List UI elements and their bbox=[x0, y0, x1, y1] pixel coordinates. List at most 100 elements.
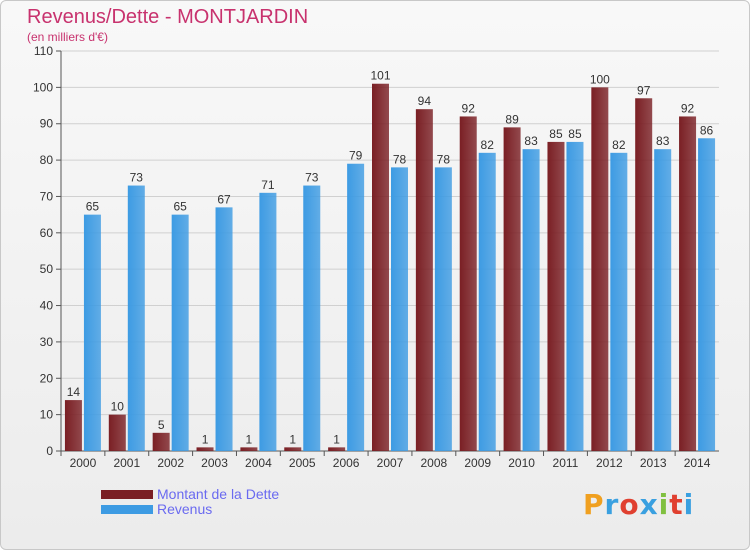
logo-letter: t bbox=[669, 488, 684, 521]
y-tick-label: 30 bbox=[40, 335, 54, 349]
y-tick-label: 40 bbox=[40, 299, 54, 313]
logo-letter: r bbox=[604, 488, 620, 521]
logo-letter: i bbox=[658, 488, 670, 521]
bar-debt bbox=[108, 414, 126, 451]
logo-letter: o bbox=[619, 488, 640, 521]
bar-debt bbox=[284, 447, 302, 451]
y-tick-label: 20 bbox=[40, 371, 54, 385]
data-label: 65 bbox=[173, 200, 187, 214]
bar-revenue bbox=[522, 149, 540, 451]
bar-debt bbox=[372, 83, 389, 452]
legend-label-revenue: Revenus bbox=[157, 501, 213, 517]
bar-debt bbox=[196, 447, 214, 451]
bar-revenue bbox=[127, 185, 145, 451]
data-label: 71 bbox=[261, 178, 275, 192]
data-label: 92 bbox=[462, 101, 476, 115]
data-label: 94 bbox=[418, 94, 432, 108]
bar-revenue bbox=[215, 207, 233, 451]
data-label: 65 bbox=[86, 200, 100, 214]
bar-debt bbox=[240, 447, 258, 451]
x-tick-label: 2014 bbox=[684, 456, 711, 470]
data-label: 1 bbox=[333, 432, 340, 446]
data-label: 100 bbox=[590, 72, 610, 86]
legend-label-debt: Montant de la Dette bbox=[157, 486, 280, 502]
bar-debt bbox=[679, 116, 697, 452]
data-label: 89 bbox=[505, 112, 519, 126]
y-tick-label: 10 bbox=[40, 408, 54, 422]
x-tick-label: 2000 bbox=[70, 456, 97, 470]
y-tick-label: 90 bbox=[40, 117, 54, 131]
data-label: 97 bbox=[637, 83, 651, 97]
data-label: 92 bbox=[681, 101, 695, 115]
logo-letter: P bbox=[583, 488, 605, 521]
x-tick-label: 2013 bbox=[640, 456, 667, 470]
data-label: 10 bbox=[111, 400, 125, 414]
data-label: 78 bbox=[393, 152, 407, 166]
data-label: 1 bbox=[246, 432, 253, 446]
y-tick-label: 70 bbox=[40, 189, 54, 203]
bar-revenue bbox=[566, 141, 584, 451]
legend-swatch-debt bbox=[101, 490, 153, 499]
x-tick-label: 2009 bbox=[464, 456, 491, 470]
bar-revenue bbox=[654, 149, 672, 451]
logo-letter: i bbox=[683, 488, 695, 521]
x-tick-label: 2012 bbox=[596, 456, 623, 470]
data-label: 83 bbox=[656, 134, 670, 148]
bar-debt bbox=[459, 116, 477, 452]
x-tick-label: 2003 bbox=[201, 456, 228, 470]
data-label: 14 bbox=[67, 385, 81, 399]
data-label: 67 bbox=[217, 192, 231, 206]
data-label: 1 bbox=[202, 432, 209, 446]
y-tick-label: 110 bbox=[34, 44, 53, 58]
bar-revenue bbox=[347, 163, 365, 451]
bar-debt bbox=[328, 447, 346, 451]
x-tick-label: 2005 bbox=[289, 456, 316, 470]
bar-revenue bbox=[698, 138, 716, 452]
data-label: 73 bbox=[130, 171, 144, 185]
bar-debt bbox=[591, 87, 609, 451]
y-tick-label: 50 bbox=[40, 262, 54, 276]
chart-title: Revenus/Dette - MONTJARDIN bbox=[27, 6, 309, 28]
logo-letter: x bbox=[639, 488, 659, 521]
data-label: 1 bbox=[289, 432, 296, 446]
y-tick-label: 0 bbox=[46, 444, 53, 458]
bar-debt bbox=[547, 141, 565, 451]
bar-revenue bbox=[303, 185, 321, 451]
proxiti-logo: Proxiti bbox=[583, 488, 694, 521]
bar-revenue bbox=[259, 192, 277, 451]
bar-revenue bbox=[478, 152, 496, 451]
x-tick-label: 2006 bbox=[333, 456, 360, 470]
bar-revenue bbox=[610, 152, 628, 451]
data-label: 78 bbox=[437, 152, 451, 166]
legend-swatch-revenue bbox=[101, 505, 153, 514]
bar-revenue bbox=[391, 167, 408, 451]
bar-debt bbox=[64, 400, 82, 451]
data-label: 73 bbox=[305, 171, 319, 185]
bar-debt bbox=[152, 432, 170, 451]
bar-revenue bbox=[434, 167, 452, 451]
data-label: 86 bbox=[700, 123, 714, 137]
x-tick-label: 2011 bbox=[553, 456, 579, 470]
x-tick-label: 2001 bbox=[113, 456, 140, 470]
bar-debt bbox=[415, 109, 433, 451]
y-tick-label: 80 bbox=[40, 153, 54, 167]
data-label: 5 bbox=[158, 418, 165, 432]
y-tick-label: 100 bbox=[33, 80, 53, 94]
data-label: 101 bbox=[370, 69, 390, 83]
bar-debt bbox=[503, 127, 521, 451]
bar-revenue bbox=[83, 214, 101, 451]
bar-revenue bbox=[171, 214, 189, 451]
x-tick-label: 2008 bbox=[421, 456, 448, 470]
data-label: 85 bbox=[549, 127, 563, 141]
data-label: 82 bbox=[612, 138, 626, 152]
data-label: 79 bbox=[349, 149, 363, 163]
data-label: 82 bbox=[481, 138, 495, 152]
data-label: 85 bbox=[568, 127, 582, 141]
x-tick-label: 2004 bbox=[245, 456, 272, 470]
y-tick-label: 60 bbox=[40, 226, 54, 240]
x-tick-label: 2010 bbox=[508, 456, 535, 470]
bar-debt bbox=[635, 98, 653, 451]
x-tick-label: 2007 bbox=[377, 456, 404, 470]
data-label: 83 bbox=[524, 134, 538, 148]
